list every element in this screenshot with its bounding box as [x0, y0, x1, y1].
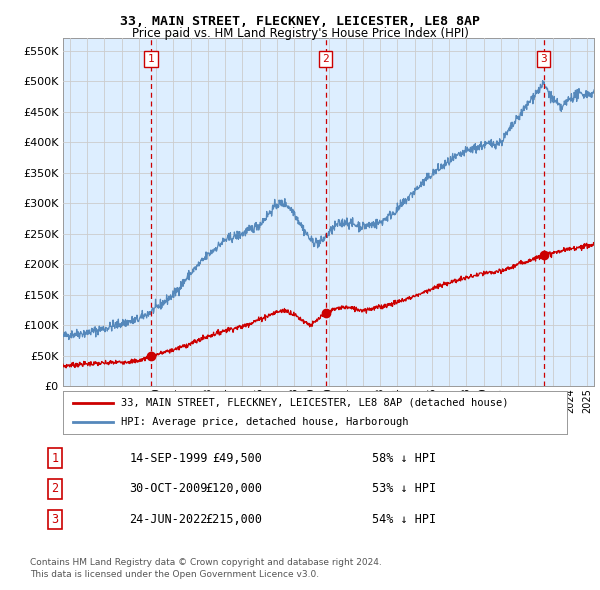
Text: 3: 3: [540, 54, 547, 64]
Text: Price paid vs. HM Land Registry's House Price Index (HPI): Price paid vs. HM Land Registry's House …: [131, 27, 469, 40]
Text: £215,000: £215,000: [205, 513, 262, 526]
Text: Contains HM Land Registry data © Crown copyright and database right 2024.: Contains HM Land Registry data © Crown c…: [30, 558, 382, 566]
Text: £120,000: £120,000: [205, 482, 262, 496]
Text: 54% ↓ HPI: 54% ↓ HPI: [372, 513, 436, 526]
Bar: [326, 38, 544, 386]
Bar: [151, 38, 326, 386]
Bar: [544, 38, 594, 386]
Text: 2: 2: [51, 482, 58, 496]
Text: This data is licensed under the Open Government Licence v3.0.: This data is licensed under the Open Gov…: [30, 570, 319, 579]
Text: HPI: Average price, detached house, Harborough: HPI: Average price, detached house, Harb…: [121, 417, 409, 427]
Text: 24-JUN-2022: 24-JUN-2022: [130, 513, 208, 526]
Text: 33, MAIN STREET, FLECKNEY, LEICESTER, LE8 8AP (detached house): 33, MAIN STREET, FLECKNEY, LEICESTER, LE…: [121, 398, 508, 408]
Text: 1: 1: [51, 451, 58, 464]
Text: 1: 1: [148, 54, 154, 64]
Text: 30-OCT-2009: 30-OCT-2009: [130, 482, 208, 496]
Bar: [63, 38, 151, 386]
Text: 2: 2: [322, 54, 329, 64]
Text: 14-SEP-1999: 14-SEP-1999: [130, 451, 208, 464]
Text: 53% ↓ HPI: 53% ↓ HPI: [372, 482, 436, 496]
Text: £49,500: £49,500: [212, 451, 262, 464]
Text: 58% ↓ HPI: 58% ↓ HPI: [372, 451, 436, 464]
Text: 33, MAIN STREET, FLECKNEY, LEICESTER, LE8 8AP: 33, MAIN STREET, FLECKNEY, LEICESTER, LE…: [120, 15, 480, 28]
Text: 3: 3: [51, 513, 58, 526]
